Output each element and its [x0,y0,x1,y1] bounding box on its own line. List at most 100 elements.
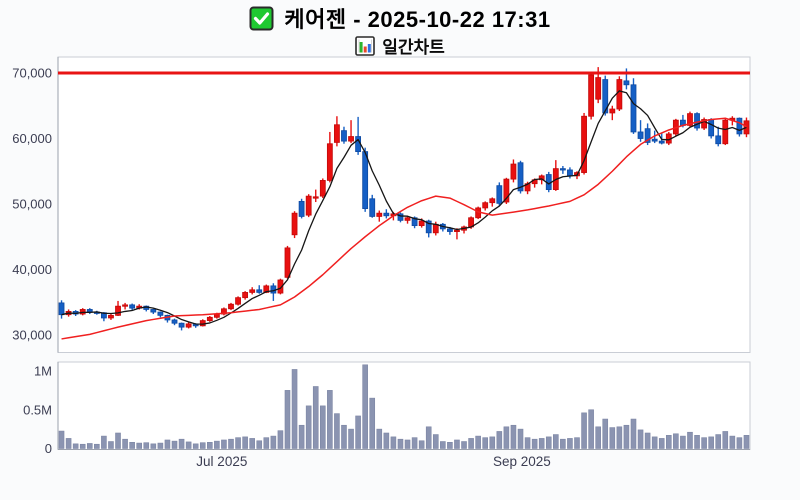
candle-body-down [341,130,347,142]
candle-body-up [206,316,213,321]
volume-bar [475,435,481,449]
candle-body-up [482,202,489,209]
volume-bar [79,443,86,449]
volume-bar [644,432,651,449]
volume-bar [277,430,284,449]
candle-body-up [510,163,517,180]
candle-body-up [581,115,587,173]
volume-bar [228,438,234,449]
volume-bar [171,440,178,449]
volume-bar [665,435,672,449]
candle-body-up [454,229,460,232]
volume-bar [143,442,150,449]
candle-body-down [637,131,644,139]
volume-bar [447,441,453,449]
candle-body-up [595,77,602,100]
volume-bar [404,439,411,449]
volume-bar [397,438,404,449]
volume-bar [616,426,623,449]
volume-bar [249,438,255,449]
volume-tick-label: 0.5M [23,402,52,417]
volume-bar [468,438,474,449]
volume-bar [418,440,425,449]
volume-bar [108,441,114,449]
candle-body-down [298,200,305,217]
price-tick-label: 60,000 [12,131,52,146]
candle-body-down [708,119,715,137]
volume-bar [235,437,241,449]
volume-bar [192,443,199,449]
candle-body-up [185,323,192,328]
candle-body-up [312,196,319,199]
price-tick-label: 50,000 [12,197,52,212]
volume-bar [305,405,312,449]
mini-bar-chart-icon [355,35,376,56]
candle-body-up [722,119,729,145]
volume-bar [560,438,566,449]
volume-bar [298,424,305,449]
candle-body-up [115,305,121,316]
candle-body-up [489,198,496,204]
candle-body-up [305,195,312,216]
candle-body-up [616,79,623,110]
candle-body-down [715,135,722,145]
candle-body-up [376,212,383,217]
x-axis-label: Jul 2025 [196,454,247,469]
candle-body-down [58,302,65,316]
volume-bar [743,435,750,449]
volume-bar [680,435,686,449]
candle-body-down [369,198,376,217]
volume-bar [270,435,277,449]
volume-bar [595,426,601,449]
volume-bar [425,426,432,449]
volume-bar [461,441,467,449]
candle-body-up [609,108,616,114]
volume-bar [651,436,658,449]
candle-body-down [658,140,665,144]
volume-bar [630,418,637,449]
candle-body-down [623,80,630,86]
volume-bar [178,438,185,449]
candle-body-up [284,247,291,278]
volume-bar [574,437,580,449]
volume-bar [588,409,594,449]
candle-body-up [108,314,114,319]
volume-bar [327,390,333,449]
candle-body-down [171,319,178,324]
volume-bar [567,438,573,449]
volume-bar [312,386,319,449]
candle-body-up [242,292,249,299]
candle-body-down [644,128,651,143]
candle-body-up [538,175,545,181]
candle-body-down [517,162,524,192]
volume-bar [341,424,347,449]
volume-bar [58,430,65,449]
candle-body-down [496,185,503,204]
volume-bar [291,369,298,449]
volume-bar [673,433,679,449]
candle-body-down [630,84,637,133]
volume-bar [454,439,460,449]
subtitle-row: 일간차트 [0,34,800,57]
x-axis-label: Sep 2025 [493,454,551,469]
checkbox-icon [249,6,274,30]
volume-bar [256,440,263,449]
volume-bar [687,431,693,449]
volume-bar [263,437,270,449]
volume-bar [136,442,143,449]
volume-bar [221,439,227,449]
x-axis-labels: Jul 2025 Sep 2025 [196,454,551,469]
candle-body-down [397,213,404,221]
candle-body-down [446,228,453,232]
candle-body-up [263,285,270,293]
volume-bar [524,437,531,449]
ma-slow-line [61,117,747,340]
volume-tick-labels: 1M 0.5M 0 [23,364,52,457]
candle-body-down [383,212,390,217]
volume-tick-label: 1M [34,364,52,379]
volume-bar [369,397,376,449]
volume-bar [284,390,291,449]
volume-bar [319,405,326,449]
